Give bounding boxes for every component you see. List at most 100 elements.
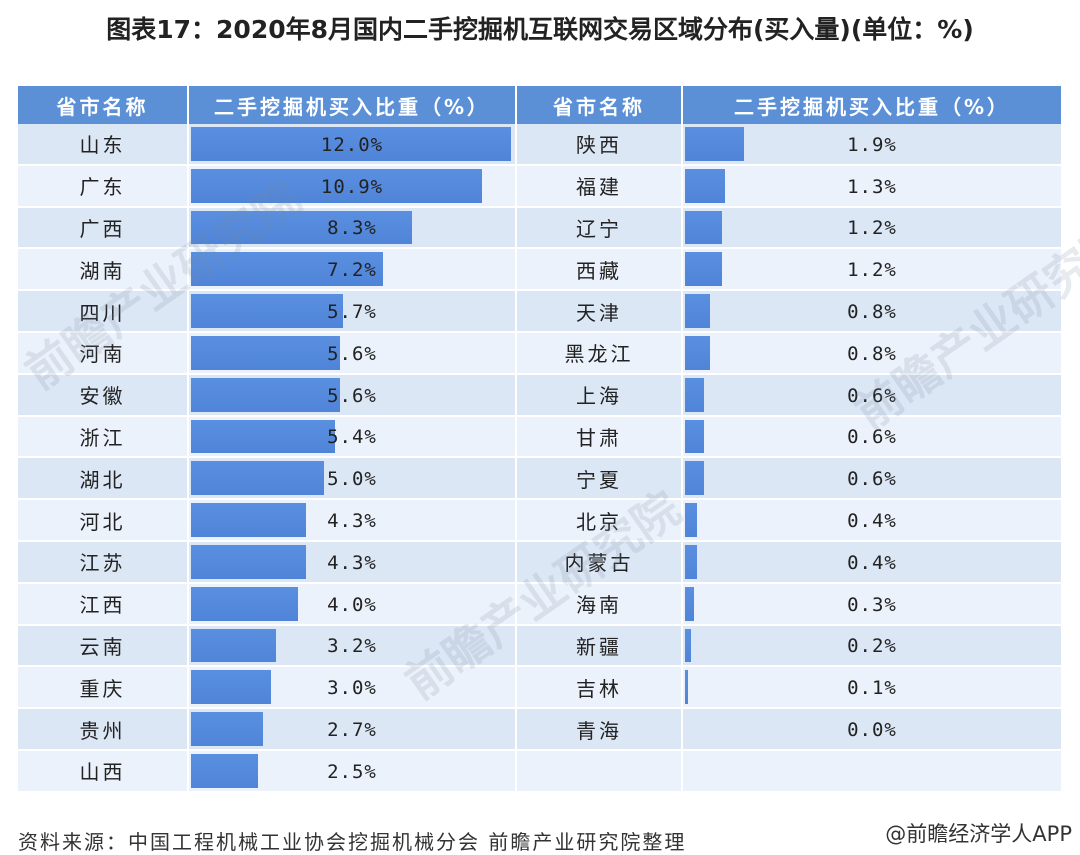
- share-cell: 0.8%: [682, 290, 1063, 333]
- province-name: 云南: [79, 634, 126, 659]
- share-bar: [191, 335, 341, 370]
- province-cell: 云南: [18, 624, 189, 668]
- share-cell: 5.6%: [188, 331, 517, 375]
- share-value-label: 3.0%: [327, 677, 377, 700]
- province-cell: 辽宁: [516, 206, 683, 250]
- share-value-label: 1.2%: [847, 259, 897, 282]
- province-name: 江苏: [79, 551, 126, 576]
- table-row: 山东 12.0% 陕西 1.9%: [18, 124, 1063, 166]
- share-bar: [685, 628, 692, 663]
- share-cell: 10.9%: [188, 164, 517, 208]
- table-row: 广东 10.9% 福建 1.3%: [18, 164, 1063, 208]
- share-bar: [191, 127, 511, 161]
- share-value-label: 0.6%: [847, 384, 897, 407]
- share-value-label: 0.4%: [847, 510, 897, 533]
- table-row: 安徽 5.6% 上海 0.6%: [18, 373, 1063, 417]
- distribution-table: 省市名称 二手挖掘机买入比重（%） 省市名称 二手挖掘机买入比重（%） 山东 12…: [18, 86, 1063, 793]
- province-name: 贵州: [79, 718, 126, 743]
- share-cell: 5.6%: [188, 373, 517, 417]
- share-value-label: 10.9%: [320, 175, 384, 198]
- share-bar: [191, 210, 413, 245]
- share-value-label: 1.2%: [847, 217, 897, 240]
- empty-cell: [682, 749, 1063, 793]
- table-row: 重庆 3.0% 吉林 0.1%: [18, 666, 1063, 710]
- table-body: 山东 12.0% 陕西 1.9% 广东 10.9% 福建 1.3% 广西 8.3% 辽宁 1.2% 湖南…: [18, 124, 1063, 793]
- share-value-label: 0.8%: [847, 342, 897, 365]
- share-cell: 5.4%: [188, 415, 517, 459]
- province-name: 青海: [576, 718, 622, 743]
- share-cell: 12.0%: [188, 124, 517, 166]
- province-name: 吉林: [576, 676, 622, 701]
- province-name: 福建: [576, 175, 622, 200]
- share-cell: 3.0%: [188, 666, 517, 710]
- share-value-label: 3.2%: [327, 635, 377, 658]
- table-row: 湖北 5.0% 宁夏 0.6%: [18, 457, 1063, 501]
- table-row: 贵州 2.7% 青海 0.0%: [18, 708, 1063, 751]
- share-bar: [685, 419, 704, 454]
- share-cell: 0.1%: [682, 666, 1063, 710]
- province-name: 天津: [576, 300, 622, 325]
- province-cell: 重庆: [18, 666, 189, 710]
- province-name: 甘肃: [576, 425, 622, 450]
- share-value-label: 5.6%: [327, 342, 377, 365]
- share-value-label: 1.9%: [847, 133, 897, 156]
- province-name: 河北: [79, 509, 126, 534]
- share-cell: 2.5%: [188, 749, 517, 793]
- share-value-label: 0.8%: [847, 301, 897, 324]
- share-bar: [685, 252, 723, 287]
- share-cell: 7.2%: [188, 248, 517, 292]
- share-cell: 0.6%: [682, 373, 1063, 417]
- province-cell: 北京: [516, 499, 683, 542]
- province-cell: 贵州: [18, 708, 189, 751]
- province-cell: 新疆: [516, 624, 683, 668]
- share-value-label: 5.7%: [327, 301, 377, 324]
- header-province-right: 省市名称: [516, 86, 683, 124]
- share-bar: [685, 461, 704, 496]
- province-cell: 河北: [18, 499, 189, 542]
- province-name: 山西: [79, 760, 126, 785]
- table-row: 广西 8.3% 辽宁 1.2%: [18, 206, 1063, 250]
- province-cell: 青海: [516, 708, 683, 751]
- share-value-label: 0.3%: [847, 593, 897, 616]
- share-bar: [191, 544, 306, 579]
- table-row: 江西 4.0% 海南 0.3%: [18, 582, 1063, 626]
- table-row: 湖南 7.2% 西藏 1.2%: [18, 248, 1063, 292]
- share-cell: 0.3%: [682, 582, 1063, 626]
- province-cell: 西藏: [516, 248, 683, 292]
- share-value-label: 5.4%: [327, 426, 377, 449]
- share-cell: 5.7%: [188, 290, 517, 333]
- share-cell: 1.2%: [682, 248, 1063, 292]
- province-cell: 江西: [18, 582, 189, 626]
- province-name: 广东: [79, 175, 126, 200]
- header-share-left: 二手挖掘机买入比重（%）: [188, 86, 517, 124]
- province-name: 西藏: [576, 258, 622, 283]
- share-bar: [685, 210, 723, 245]
- share-cell: 4.0%: [188, 582, 517, 626]
- share-value-label: 7.2%: [327, 259, 377, 282]
- share-bar: [685, 294, 710, 328]
- table-row: 河南 5.6% 黑龙江 0.8%: [18, 331, 1063, 375]
- province-cell: 广东: [18, 164, 189, 208]
- share-cell: 5.0%: [188, 457, 517, 501]
- share-bar: [685, 377, 704, 412]
- province-cell: 吉林: [516, 666, 683, 710]
- share-value-label: 4.3%: [327, 551, 377, 574]
- province-name: 湖南: [79, 258, 126, 283]
- province-cell: 河南: [18, 331, 189, 375]
- share-bar: [191, 753, 258, 788]
- share-bar: [191, 461, 325, 496]
- province-cell: 甘肃: [516, 415, 683, 459]
- share-value-label: 0.6%: [847, 468, 897, 491]
- province-cell: 福建: [516, 164, 683, 208]
- share-value-label: 5.0%: [327, 468, 377, 491]
- share-value-label: 2.5%: [327, 760, 377, 783]
- share-value-label: 0.0%: [847, 719, 897, 742]
- province-cell: 山东: [18, 124, 189, 166]
- share-bar: [191, 712, 263, 746]
- share-bar: [191, 503, 306, 537]
- table-row: 云南 3.2% 新疆 0.2%: [18, 624, 1063, 668]
- share-bar: [191, 377, 341, 412]
- share-bar: [685, 168, 726, 203]
- share-bar: [685, 544, 698, 579]
- share-value-label: 4.0%: [327, 593, 377, 616]
